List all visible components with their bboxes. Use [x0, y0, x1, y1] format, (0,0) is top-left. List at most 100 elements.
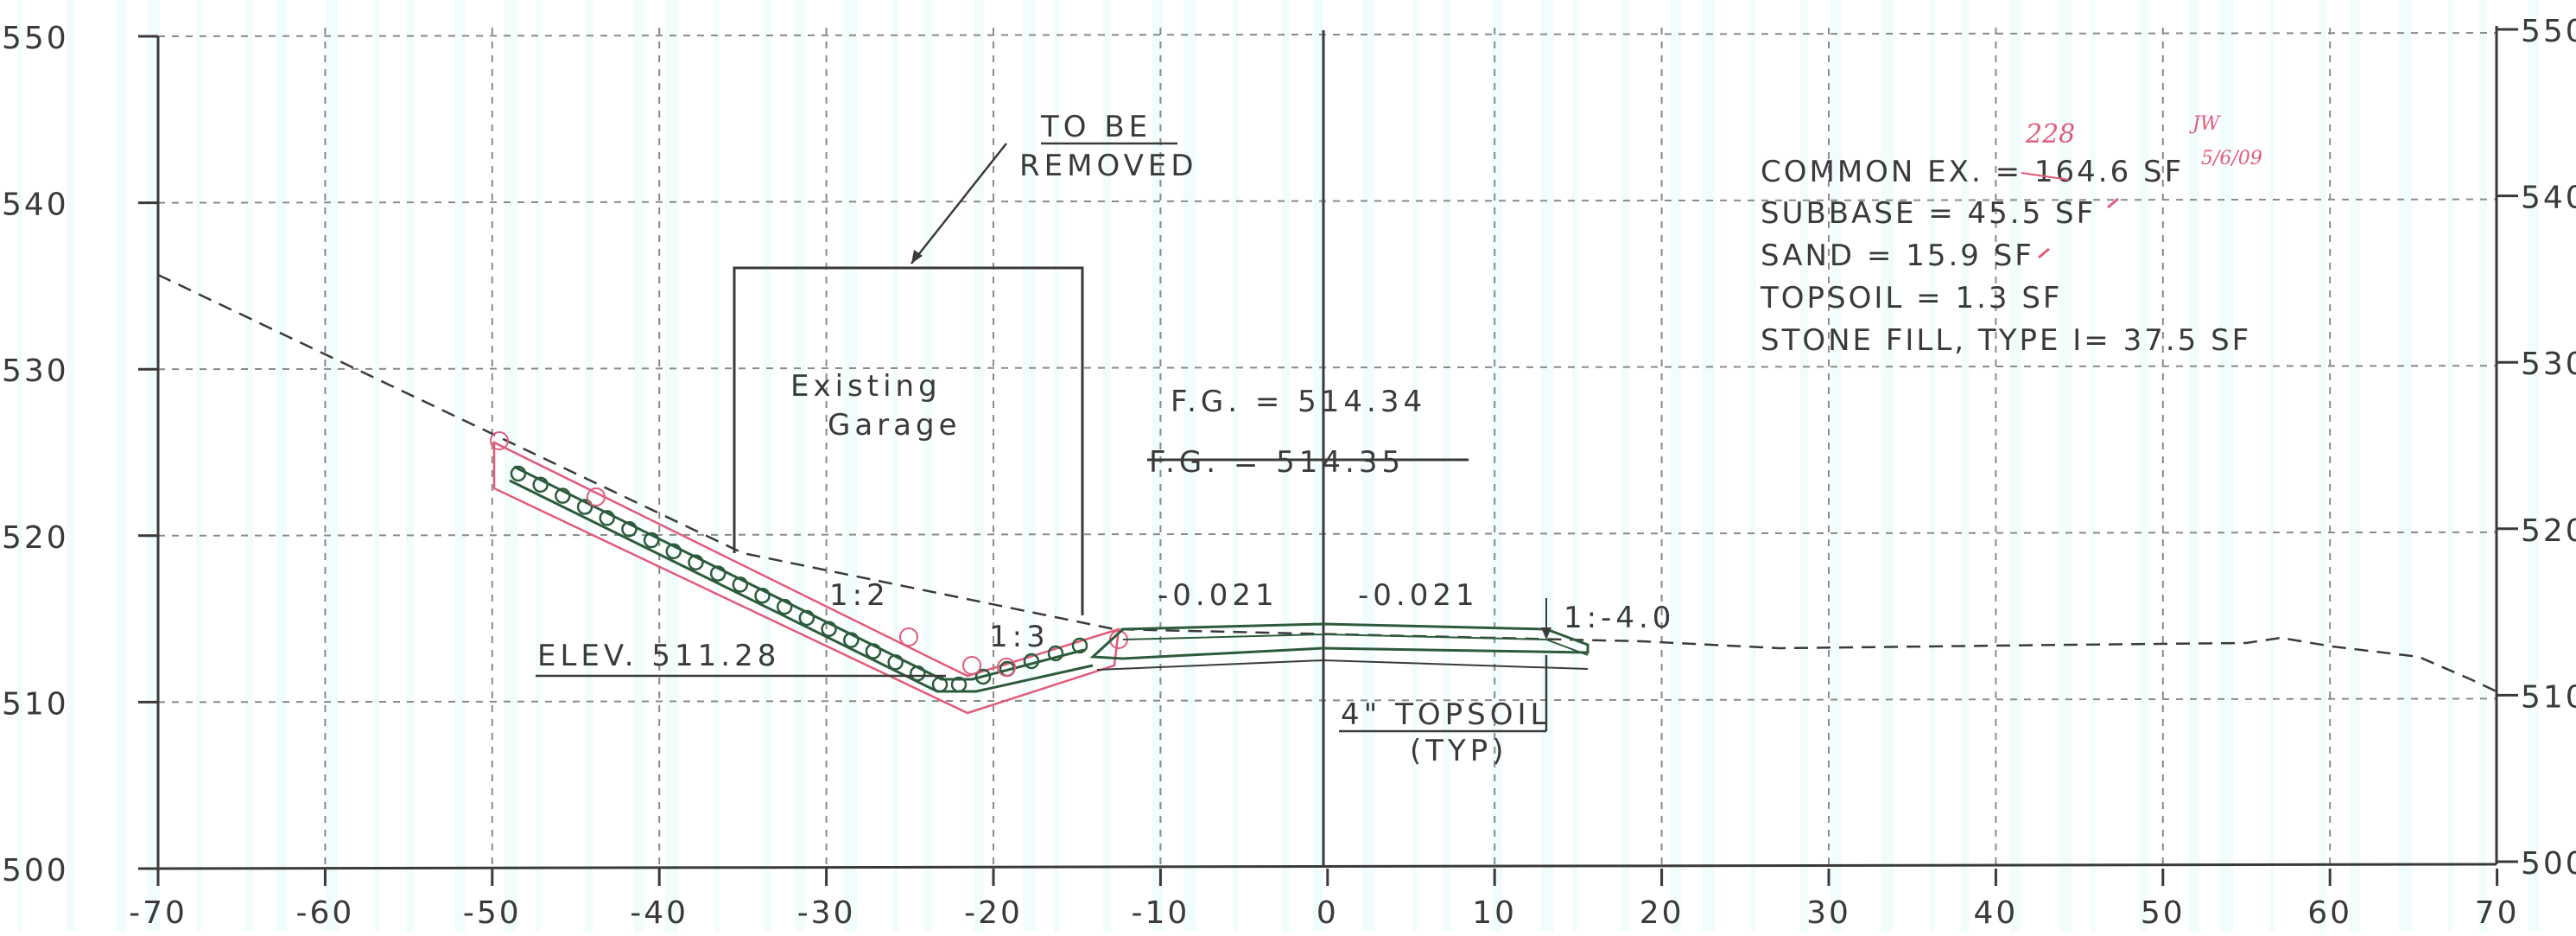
tint-stripe	[1152, 0, 1163, 932]
y-tick-label: 530	[2, 353, 69, 389]
markup-initials: JW	[2189, 113, 2222, 135]
grid-line-horizontal	[157, 365, 2497, 371]
slope-label-ditch: 1:3	[989, 620, 1050, 654]
quantity-topsoil: TOPSOIL = 1.3 SF	[1760, 281, 2062, 315]
tint-stripe	[1572, 0, 1577, 932]
tint-stripe	[147, 0, 160, 932]
callout-leader	[910, 143, 1007, 264]
stone-symbol	[1023, 653, 1040, 670]
tint-stripe	[2010, 0, 2021, 932]
stone-symbol	[510, 465, 527, 482]
finished-grade-struck: F.G. = 514.35	[1149, 445, 1405, 480]
finished-grade-label: F.G. = 514.34	[1171, 385, 1426, 419]
elevation-label: ELEV. 511.28	[537, 639, 780, 673]
x-tick-labels: -70 -60 -50 -40 -30 -20 -10 0 10 20 30 40 50 60 70	[129, 869, 2520, 931]
shoulder-arrowhead	[1541, 627, 1551, 640]
quantity-subbase: SUBBASE = 45.5 SF	[1761, 196, 2096, 231]
x-tick-label: -30	[797, 895, 856, 931]
stone-symbol	[865, 643, 882, 659]
tint-stripe	[1702, 0, 1715, 932]
tint-stripe	[1412, 0, 1417, 932]
y-tick-label: 540	[2, 188, 69, 223]
tint-stripe	[17, 0, 22, 932]
tint-stripe	[1183, 0, 1196, 932]
x-tick-label: 40	[1973, 895, 2018, 931]
y-tick-label: 530	[2521, 347, 2576, 382]
garage-label-line2: Garage	[828, 408, 961, 443]
grid-lines	[157, 28, 2497, 869]
tint-stripe	[406, 0, 414, 932]
tint-stripe	[2350, 0, 2360, 932]
tint-stripe	[1930, 0, 1935, 932]
stone-symbol	[688, 554, 704, 570]
stone-symbol	[532, 476, 549, 493]
stone-symbol	[599, 510, 615, 526]
markup-check-1	[2107, 197, 2119, 209]
tint-stripe	[2140, 0, 2148, 932]
tint-stripe	[2479, 0, 2487, 932]
tint-stripe	[2319, 0, 2326, 932]
quantity-sand: SAND = 15.9 SF	[1761, 239, 2034, 273]
scan-tint	[17, 0, 2539, 932]
subbase-line	[1096, 659, 1589, 671]
tint-stripe	[1313, 0, 1323, 932]
grid-line-horizontal	[157, 32, 2497, 37]
tint-stripe	[375, 0, 380, 932]
markup-revised-value: 228	[2025, 119, 2075, 150]
quantity-common-ex: COMMON EX. = 164.6 SF	[1761, 155, 2184, 189]
tint-stripe	[1233, 0, 1238, 932]
tint-stripe	[116, 0, 126, 932]
y-tick-label: 550	[2521, 14, 2576, 49]
x-tick-label: -20	[964, 895, 1023, 931]
tint-stripe	[795, 0, 805, 932]
stone-symbol	[709, 565, 726, 582]
stone-symbol	[1047, 645, 1064, 662]
quantities-table: COMMON EX. = 164.6 SF SUBBASE = 45.5 SF …	[1760, 155, 2249, 358]
x-tick-label: 70	[2475, 895, 2520, 931]
garage-label-line1: Existing	[790, 369, 942, 404]
x-tick-label: 30	[1806, 895, 1851, 931]
tint-stripe	[2220, 0, 2233, 932]
stone-symbol	[821, 621, 837, 638]
stone-symbol	[732, 576, 749, 593]
cross-slope-left: -0.021	[1158, 578, 1278, 613]
tint-stripe	[504, 0, 517, 932]
stone-symbol	[974, 668, 992, 685]
tint-stripe	[1054, 0, 1059, 932]
tint-stripe	[844, 0, 857, 932]
tint-stripe	[2091, 0, 2096, 932]
x-tick-label: -40	[630, 895, 688, 931]
y-tick-label: 520	[2, 520, 69, 556]
x-tick-label: 0	[1317, 895, 1339, 931]
cross-slope-right: -0.021	[1358, 578, 1479, 613]
markup-circle	[962, 656, 981, 675]
tint-stripe	[1443, 0, 1450, 932]
grid-line-horizontal	[157, 198, 2497, 204]
stone-symbol	[576, 499, 593, 515]
tint-stripe	[1831, 0, 1842, 932]
stone-symbol	[843, 632, 860, 648]
tint-stripe	[2269, 0, 2275, 932]
tint-stripe	[1492, 0, 1502, 932]
pavement-section	[1089, 622, 1589, 660]
x-axis-line	[157, 863, 2497, 870]
tint-stripe	[2189, 0, 2199, 932]
tint-stripe	[1751, 0, 1756, 932]
x-tick-label: -70	[129, 895, 187, 931]
tint-stripe	[1541, 0, 1554, 932]
x-tick-label: 20	[1640, 895, 1685, 931]
stone-symbol	[798, 609, 815, 627]
callout-arrowhead	[911, 250, 923, 264]
topsoil-note-line1: 4" TOPSOIL	[1341, 697, 1551, 732]
x-tick-label: -50	[463, 895, 522, 931]
tint-stripe	[1671, 0, 1681, 932]
x-tick-label: 50	[2141, 895, 2186, 931]
tint-stripe	[1621, 0, 1629, 932]
shoulder-slope-label: 1:-4.0	[1564, 601, 1675, 635]
callout-line1: TO BE	[1040, 110, 1152, 144]
excavation-limit-markup	[492, 440, 1120, 715]
stone-symbol	[950, 676, 968, 693]
tint-stripe	[2528, 0, 2539, 932]
